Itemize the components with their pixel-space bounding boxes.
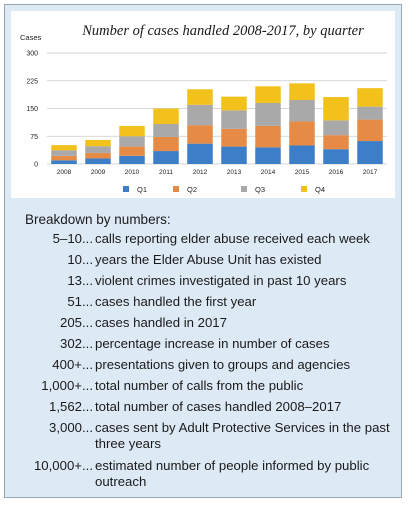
bar-segment-q4 — [187, 89, 213, 105]
bar-segment-q3 — [289, 99, 315, 122]
bar-segment-q3 — [119, 136, 145, 147]
bar-segment-q1 — [85, 158, 111, 164]
legend-swatch-q1 — [123, 186, 129, 192]
bar-segment-q1 — [153, 151, 179, 164]
item-text: presentations given to groups and agenci… — [95, 357, 351, 372]
bar-segment-q4 — [357, 88, 383, 107]
bar-segment-q1 — [323, 149, 349, 164]
bar-segment-q3 — [153, 124, 179, 137]
bar-segment-q4 — [85, 139, 111, 147]
bar-segment-q1 — [221, 146, 247, 164]
chart-area: Number of cases handled 2008-2017, by qu… — [11, 11, 395, 198]
bar-segment-q2 — [255, 125, 281, 148]
item-number: 1,562... — [49, 399, 93, 414]
y-tick-label: 0 — [34, 162, 38, 169]
bar-segment-q2 — [85, 152, 111, 159]
x-tick-label: 2015 — [295, 169, 310, 176]
y-tick-label: 300 — [26, 51, 38, 58]
item-text: estimated number of people informed by p… — [95, 458, 370, 489]
bar-segment-q1 — [187, 143, 213, 164]
x-tick-label: 2014 — [261, 169, 276, 176]
stacked-bar-chart: Number of cases handled 2008-2017, by qu… — [20, 23, 387, 194]
bar-segment-q2 — [323, 135, 349, 150]
y-tick-label: 150 — [26, 106, 38, 113]
bar-segment-q2 — [187, 125, 213, 144]
bar-segment-q4 — [51, 145, 77, 151]
x-tick-label: 2009 — [91, 169, 106, 176]
x-tick-label: 2011 — [159, 169, 173, 176]
item-text: cases sent by Adult Protective Services … — [95, 420, 390, 451]
item-number: 1,000+... — [41, 378, 93, 393]
bar-segment-q3 — [51, 150, 77, 156]
infographic-panel: Number of cases handled 2008-2017, by qu… — [4, 4, 402, 498]
item-number: 10... — [67, 252, 93, 267]
item-number: 400+... — [52, 357, 93, 372]
item-text: years the Elder Abuse Unit has existed — [95, 252, 322, 267]
legend-label: Q2 — [187, 185, 197, 194]
item-number: 3,000... — [49, 420, 93, 435]
legend-swatch-q2 — [173, 186, 179, 192]
x-tick-label: 2013 — [227, 169, 242, 176]
item-number: 5–10... — [52, 231, 93, 246]
bar-segment-q2 — [119, 146, 145, 156]
item-text: cases handled in 2017 — [95, 315, 227, 330]
bar-segment-q1 — [51, 160, 77, 164]
bar-segment-q2 — [153, 136, 179, 152]
bar-segment-q4 — [221, 96, 247, 111]
item-text: total number of calls from the public — [95, 378, 304, 393]
item-text: percentage increase in number of cases — [95, 336, 330, 351]
breakdown-title: Breakdown by numbers: — [25, 212, 171, 227]
item-number: 205... — [60, 315, 93, 330]
bar-segment-q2 — [221, 128, 247, 147]
bar-segment-q2 — [357, 119, 383, 142]
item-text: violent crimes investigated in past 10 y… — [95, 273, 347, 288]
bar-segment-q2 — [51, 155, 77, 161]
bar-segment-q4 — [255, 86, 281, 103]
legend-label: Q1 — [137, 185, 147, 194]
legend-swatch-q3 — [241, 186, 247, 192]
item-number: 302... — [60, 336, 93, 351]
bar-segment-q1 — [357, 141, 383, 164]
bar-segment-q1 — [119, 155, 145, 164]
bar-segment-q1 — [255, 147, 281, 164]
x-tick-label: 2010 — [125, 169, 140, 176]
bar-segment-q3 — [323, 120, 349, 136]
x-tick-label: 2008 — [57, 169, 72, 176]
bar-segment-q4 — [119, 125, 145, 137]
x-tick-label: 2012 — [193, 169, 208, 176]
bar-segment-q3 — [221, 110, 247, 129]
item-number: 51... — [67, 294, 93, 309]
bar-segment-q4 — [323, 97, 349, 121]
bar-segment-q2 — [289, 121, 315, 146]
x-tick-label: 2016 — [329, 169, 344, 176]
bar-segment-q1 — [289, 145, 315, 164]
y-tick-label: 225 — [26, 78, 38, 85]
y-tick-label: 75 — [30, 134, 38, 141]
x-tick-label: 2017 — [363, 169, 378, 176]
bar-segment-q3 — [357, 106, 383, 120]
chart-title: Number of cases handled 2008-2017, by qu… — [81, 23, 364, 39]
y-axis-label: Cases — [20, 33, 42, 42]
legend-swatch-q4 — [301, 186, 307, 192]
bar-segment-q3 — [187, 104, 213, 126]
item-text: calls reporting elder abuse received eac… — [95, 231, 370, 246]
bar-segment-q4 — [153, 108, 179, 125]
bar-segment-q3 — [255, 102, 281, 126]
item-text: total number of cases handled 2008–2017 — [95, 399, 342, 414]
item-text: cases handled the first year — [95, 294, 257, 309]
legend-label: Q3 — [255, 185, 265, 194]
item-number: 13... — [67, 273, 93, 288]
bar-segment-q3 — [85, 146, 111, 153]
legend-label: Q4 — [315, 185, 325, 194]
item-number: 10,000+... — [33, 458, 93, 473]
bar-segment-q4 — [289, 83, 315, 100]
